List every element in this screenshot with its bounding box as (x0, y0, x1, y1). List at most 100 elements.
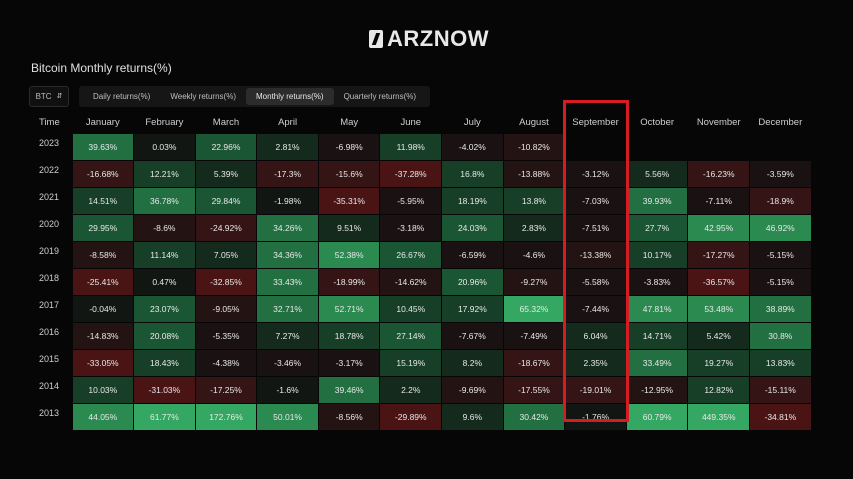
return-cell: -3.12% (564, 160, 627, 188)
tab-quarterly-returns[interactable]: Quarterly returns(%) (343, 92, 417, 101)
return-cell: 6.04% (564, 322, 627, 350)
return-cell: 50.01% (256, 403, 319, 431)
return-cell: 53.48% (687, 295, 751, 323)
return-cell: -4.6% (503, 241, 566, 269)
return-cell: 38.89% (749, 295, 812, 323)
return-cell: 12.82% (687, 376, 751, 404)
return-cell: 61.77% (133, 403, 196, 431)
return-cell: 2.2% (379, 376, 443, 404)
return-cell: -29.89% (379, 403, 443, 431)
return-cell: 18.78% (318, 322, 381, 350)
return-cell: -17.25% (195, 376, 258, 404)
return-cell: 2.83% (503, 214, 566, 242)
return-cell: -18.99% (318, 268, 381, 296)
table-row: 2015 -33.05% 18.43% -4.38% -3.46% -3.17% 15.19… (29, 349, 812, 377)
table-row: 2022 -16.68% 12.21% 5.39% -17.3% -15.6% -37.28… (29, 160, 812, 188)
year-label: 2015 (29, 349, 73, 377)
return-cell: 14.51% (72, 187, 135, 215)
return-cell: 15.19% (379, 349, 443, 377)
return-cell: -32.85% (195, 268, 258, 296)
return-cell: -10.82% (503, 134, 566, 161)
month-header-september: September (572, 116, 619, 128)
month-header-march: March (212, 116, 240, 128)
return-cell: 52.38% (318, 241, 381, 269)
return-cell: 32.71% (256, 295, 319, 323)
lightning-logo-icon (369, 30, 383, 48)
return-cell: 29.84% (195, 187, 258, 215)
time-column-header: Time (39, 116, 60, 128)
return-cell: 26.67% (379, 241, 443, 269)
table-row: 2020 29.95% -8.6% -24.92% 34.26% 9.51% -3.18% 2… (29, 214, 812, 242)
month-header-july: July (463, 116, 481, 128)
year-label: 2020 (29, 214, 73, 242)
return-cell: 9.6% (441, 403, 504, 431)
year-label: 2017 (29, 295, 73, 323)
return-cell: 44.05% (72, 403, 135, 431)
tab-daily-returns[interactable]: Daily returns(%) (93, 92, 151, 101)
table-row: 2023 39.63% 0.03% 22.96% 2.81% -6.98% 11.98% -4… (29, 134, 812, 161)
return-cell: 2.35% (564, 349, 627, 377)
return-cell: -0.04% (72, 295, 135, 323)
return-cell: -1.98% (256, 187, 319, 215)
return-cell: 0.47% (133, 268, 196, 296)
table-row: 2017 -0.04% 23.07% -9.05% 32.71% 52.71% 10.45%… (29, 295, 812, 323)
return-cell: 7.27% (256, 322, 319, 350)
return-cell: 10.45% (379, 295, 443, 323)
brand-name: ARZNOW (387, 26, 489, 51)
return-cell: 33.43% (256, 268, 319, 296)
return-cell: 27.7% (626, 214, 689, 242)
return-cell: 34.36% (256, 241, 319, 269)
return-cell: -3.83% (626, 268, 689, 296)
return-cell: -8.6% (133, 214, 196, 242)
return-cell: -8.58% (72, 241, 135, 269)
return-cell: -8.56% (318, 403, 381, 431)
returns-table: Time January February March April May June Jul… (29, 110, 812, 431)
tab-weekly-returns[interactable]: Weekly returns(%) (170, 92, 236, 101)
return-cell: 8.2% (441, 349, 504, 377)
return-cell: 11.14% (133, 241, 196, 269)
returns-tabs: Daily returns(%) Weekly returns(%) Month… (79, 86, 431, 107)
table-row: 2019 -8.58% 11.14% 7.05% 34.36% 52.38% 26.67% -… (29, 241, 812, 269)
table-row: 2018 -25.41% 0.47% -32.85% 33.43% -18.99% -14.… (29, 268, 812, 296)
return-cell: 0.03% (133, 134, 196, 161)
return-cell: 449.35% (687, 403, 751, 431)
return-cell: -4.02% (441, 134, 504, 161)
return-cell: 39.63% (72, 134, 135, 161)
return-cell: -7.51% (564, 214, 627, 242)
return-cell: 9.51% (318, 214, 381, 242)
year-label: 2023 (29, 134, 73, 161)
asset-select[interactable]: BTC ⇵ (29, 86, 69, 107)
return-cell: 36.78% (133, 187, 196, 215)
return-cell: 65.32% (503, 295, 566, 323)
return-cell: -34.81% (749, 403, 812, 431)
return-cell: -5.58% (564, 268, 627, 296)
return-cell: 22.96% (195, 134, 258, 161)
year-label: 2013 (29, 403, 73, 431)
return-cell: 18.19% (441, 187, 504, 215)
return-cell: -14.83% (72, 322, 135, 350)
return-cell: -3.46% (256, 349, 319, 377)
return-cell: 29.95% (72, 214, 135, 242)
return-cell: -5.35% (195, 322, 258, 350)
return-cell: -7.49% (503, 322, 566, 350)
return-cell (749, 134, 812, 161)
return-cell: -17.3% (256, 160, 319, 188)
tab-monthly-returns[interactable]: Monthly returns(%) (246, 88, 334, 105)
month-header-april: April (278, 116, 298, 128)
return-cell: -18.67% (503, 349, 566, 377)
return-cell: -25.41% (72, 268, 135, 296)
return-cell: 39.46% (318, 376, 381, 404)
table-header-row: Time January February March April May June Jul… (29, 110, 811, 134)
table-row: 2014 10.03% -31.03% -17.25% -1.6% 39.46% 2.2% -… (29, 376, 812, 404)
return-cell: 34.26% (256, 214, 319, 242)
return-cell: -7.11% (687, 187, 751, 215)
table-row: 2016 -14.83% 20.08% -5.35% 7.27% 18.78% 27.14%… (29, 322, 812, 350)
return-cell: -6.98% (318, 134, 381, 161)
year-label: 2014 (29, 376, 73, 404)
return-cell: -18.9% (749, 187, 812, 215)
return-cell: -36.57% (687, 268, 751, 296)
return-cell: -16.23% (687, 160, 751, 188)
return-cell: 39.93% (626, 187, 689, 215)
return-cell: -6.59% (441, 241, 504, 269)
return-cell: 60.79% (626, 403, 689, 431)
